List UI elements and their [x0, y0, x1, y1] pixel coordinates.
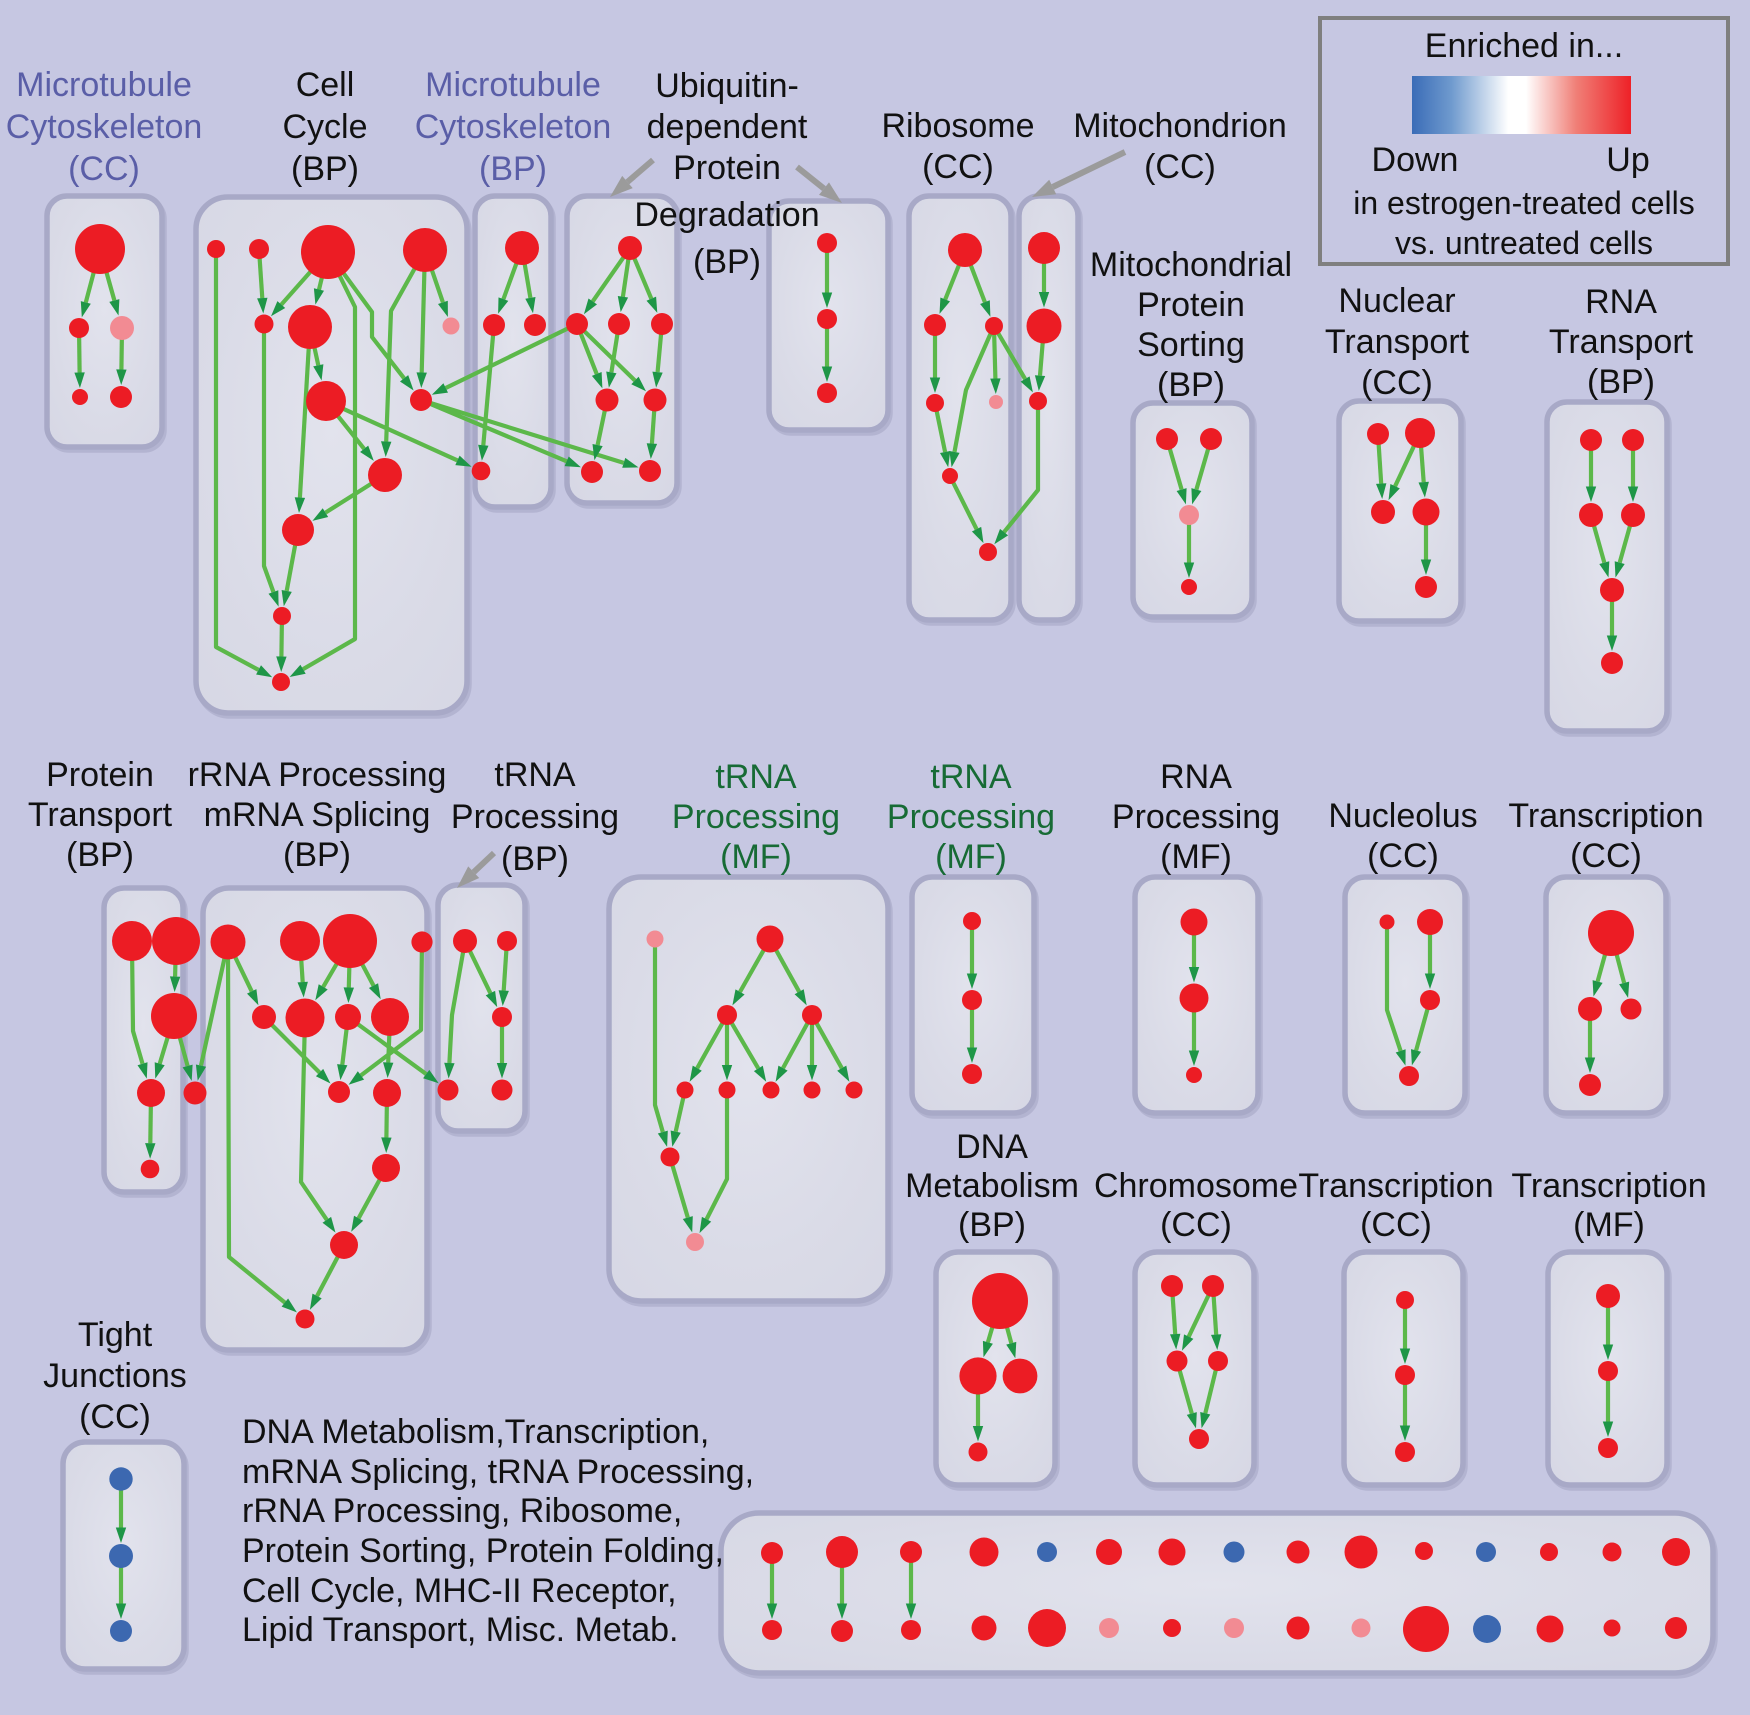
- svg-text:Cell: Cell: [296, 66, 355, 104]
- svg-text:(BP): (BP): [66, 836, 134, 874]
- svg-text:Mitochondrial: Mitochondrial: [1090, 246, 1292, 284]
- svg-text:DNA Metabolism,Transcription,: DNA Metabolism,Transcription,: [242, 1413, 709, 1451]
- svg-text:Processing: Processing: [1112, 798, 1280, 836]
- svg-text:Processing: Processing: [672, 798, 840, 836]
- svg-text:(MF): (MF): [720, 838, 792, 876]
- svg-text:Sorting: Sorting: [1137, 326, 1245, 364]
- svg-text:Junctions: Junctions: [43, 1357, 187, 1395]
- svg-text:vs. untreated cells: vs. untreated cells: [1395, 225, 1653, 261]
- svg-text:(CC): (CC): [1367, 837, 1439, 875]
- svg-text:RNA: RNA: [1160, 758, 1232, 796]
- svg-text:Cytoskeleton: Cytoskeleton: [415, 108, 612, 146]
- svg-text:Nuclear: Nuclear: [1338, 282, 1455, 320]
- svg-text:Transport: Transport: [1325, 323, 1470, 361]
- svg-text:tRNA: tRNA: [930, 758, 1012, 796]
- svg-text:mRNA Splicing, tRNA Processing: mRNA Splicing, tRNA Processing,: [242, 1453, 754, 1491]
- svg-text:Processing: Processing: [887, 798, 1055, 836]
- svg-text:Enriched in...: Enriched in...: [1425, 27, 1623, 65]
- svg-text:mRNA Splicing: mRNA Splicing: [204, 796, 431, 834]
- svg-text:(CC): (CC): [1160, 1206, 1232, 1244]
- svg-text:rRNA Processing, Ribosome,: rRNA Processing, Ribosome,: [242, 1492, 682, 1530]
- svg-text:Metabolism: Metabolism: [905, 1167, 1079, 1205]
- svg-text:Mitochondrion: Mitochondrion: [1073, 107, 1287, 145]
- svg-text:(MF): (MF): [1160, 838, 1232, 876]
- svg-text:(CC): (CC): [922, 148, 994, 186]
- svg-text:Processing: Processing: [451, 798, 619, 836]
- svg-text:Transport: Transport: [28, 796, 173, 834]
- svg-text:Cycle: Cycle: [282, 108, 367, 146]
- svg-text:Ribosome: Ribosome: [881, 107, 1034, 145]
- svg-text:(BP): (BP): [479, 150, 547, 188]
- svg-text:Protein: Protein: [46, 756, 154, 794]
- svg-text:RNA: RNA: [1585, 283, 1657, 321]
- svg-text:(BP): (BP): [958, 1206, 1026, 1244]
- svg-text:Protein: Protein: [673, 149, 781, 187]
- svg-text:DNA: DNA: [956, 1128, 1028, 1166]
- svg-text:(CC): (CC): [1570, 837, 1642, 875]
- svg-text:(BP): (BP): [283, 836, 351, 874]
- svg-text:Lipid Transport, Misc. Metab.: Lipid Transport, Misc. Metab.: [242, 1611, 679, 1649]
- svg-text:(BP): (BP): [291, 150, 359, 188]
- svg-text:(CC): (CC): [68, 150, 140, 188]
- svg-text:tRNA: tRNA: [715, 758, 797, 796]
- svg-text:(MF): (MF): [1573, 1206, 1645, 1244]
- svg-text:(BP): (BP): [693, 243, 761, 281]
- svg-text:Protein Sorting, Protein Foldi: Protein Sorting, Protein Folding,: [242, 1532, 724, 1570]
- svg-text:Transcription: Transcription: [1511, 1167, 1706, 1205]
- svg-text:Cytoskeleton: Cytoskeleton: [6, 108, 203, 146]
- svg-text:Nucleolus: Nucleolus: [1328, 797, 1477, 835]
- svg-text:Ubiquitin-: Ubiquitin-: [655, 67, 799, 105]
- svg-text:(CC): (CC): [79, 1398, 151, 1436]
- svg-text:Up: Up: [1606, 141, 1649, 179]
- svg-text:Microtubule: Microtubule: [16, 66, 192, 104]
- svg-text:(BP): (BP): [1587, 363, 1655, 401]
- svg-text:(CC): (CC): [1144, 148, 1216, 186]
- svg-text:(BP): (BP): [501, 840, 569, 878]
- svg-text:tRNA: tRNA: [494, 756, 576, 794]
- svg-text:(CC): (CC): [1361, 364, 1433, 402]
- svg-text:Protein: Protein: [1137, 286, 1245, 324]
- svg-text:Down: Down: [1372, 141, 1459, 179]
- svg-text:Cell Cycle, MHC-II Receptor,: Cell Cycle, MHC-II Receptor,: [242, 1572, 677, 1610]
- svg-text:(MF): (MF): [935, 838, 1007, 876]
- svg-text:(BP): (BP): [1157, 366, 1225, 404]
- svg-text:Transcription: Transcription: [1508, 797, 1703, 835]
- svg-text:dependent: dependent: [647, 108, 808, 146]
- svg-text:rRNA Processing: rRNA Processing: [188, 756, 447, 794]
- svg-text:(CC): (CC): [1360, 1206, 1432, 1244]
- svg-text:Degradation: Degradation: [634, 196, 819, 234]
- svg-text:in estrogen-treated cells: in estrogen-treated cells: [1353, 185, 1695, 221]
- svg-text:Tight: Tight: [78, 1316, 153, 1354]
- svg-text:Chromosome: Chromosome: [1094, 1167, 1298, 1205]
- svg-text:Transcription: Transcription: [1298, 1167, 1493, 1205]
- svg-text:Microtubule: Microtubule: [425, 66, 601, 104]
- svg-text:Transport: Transport: [1549, 323, 1694, 361]
